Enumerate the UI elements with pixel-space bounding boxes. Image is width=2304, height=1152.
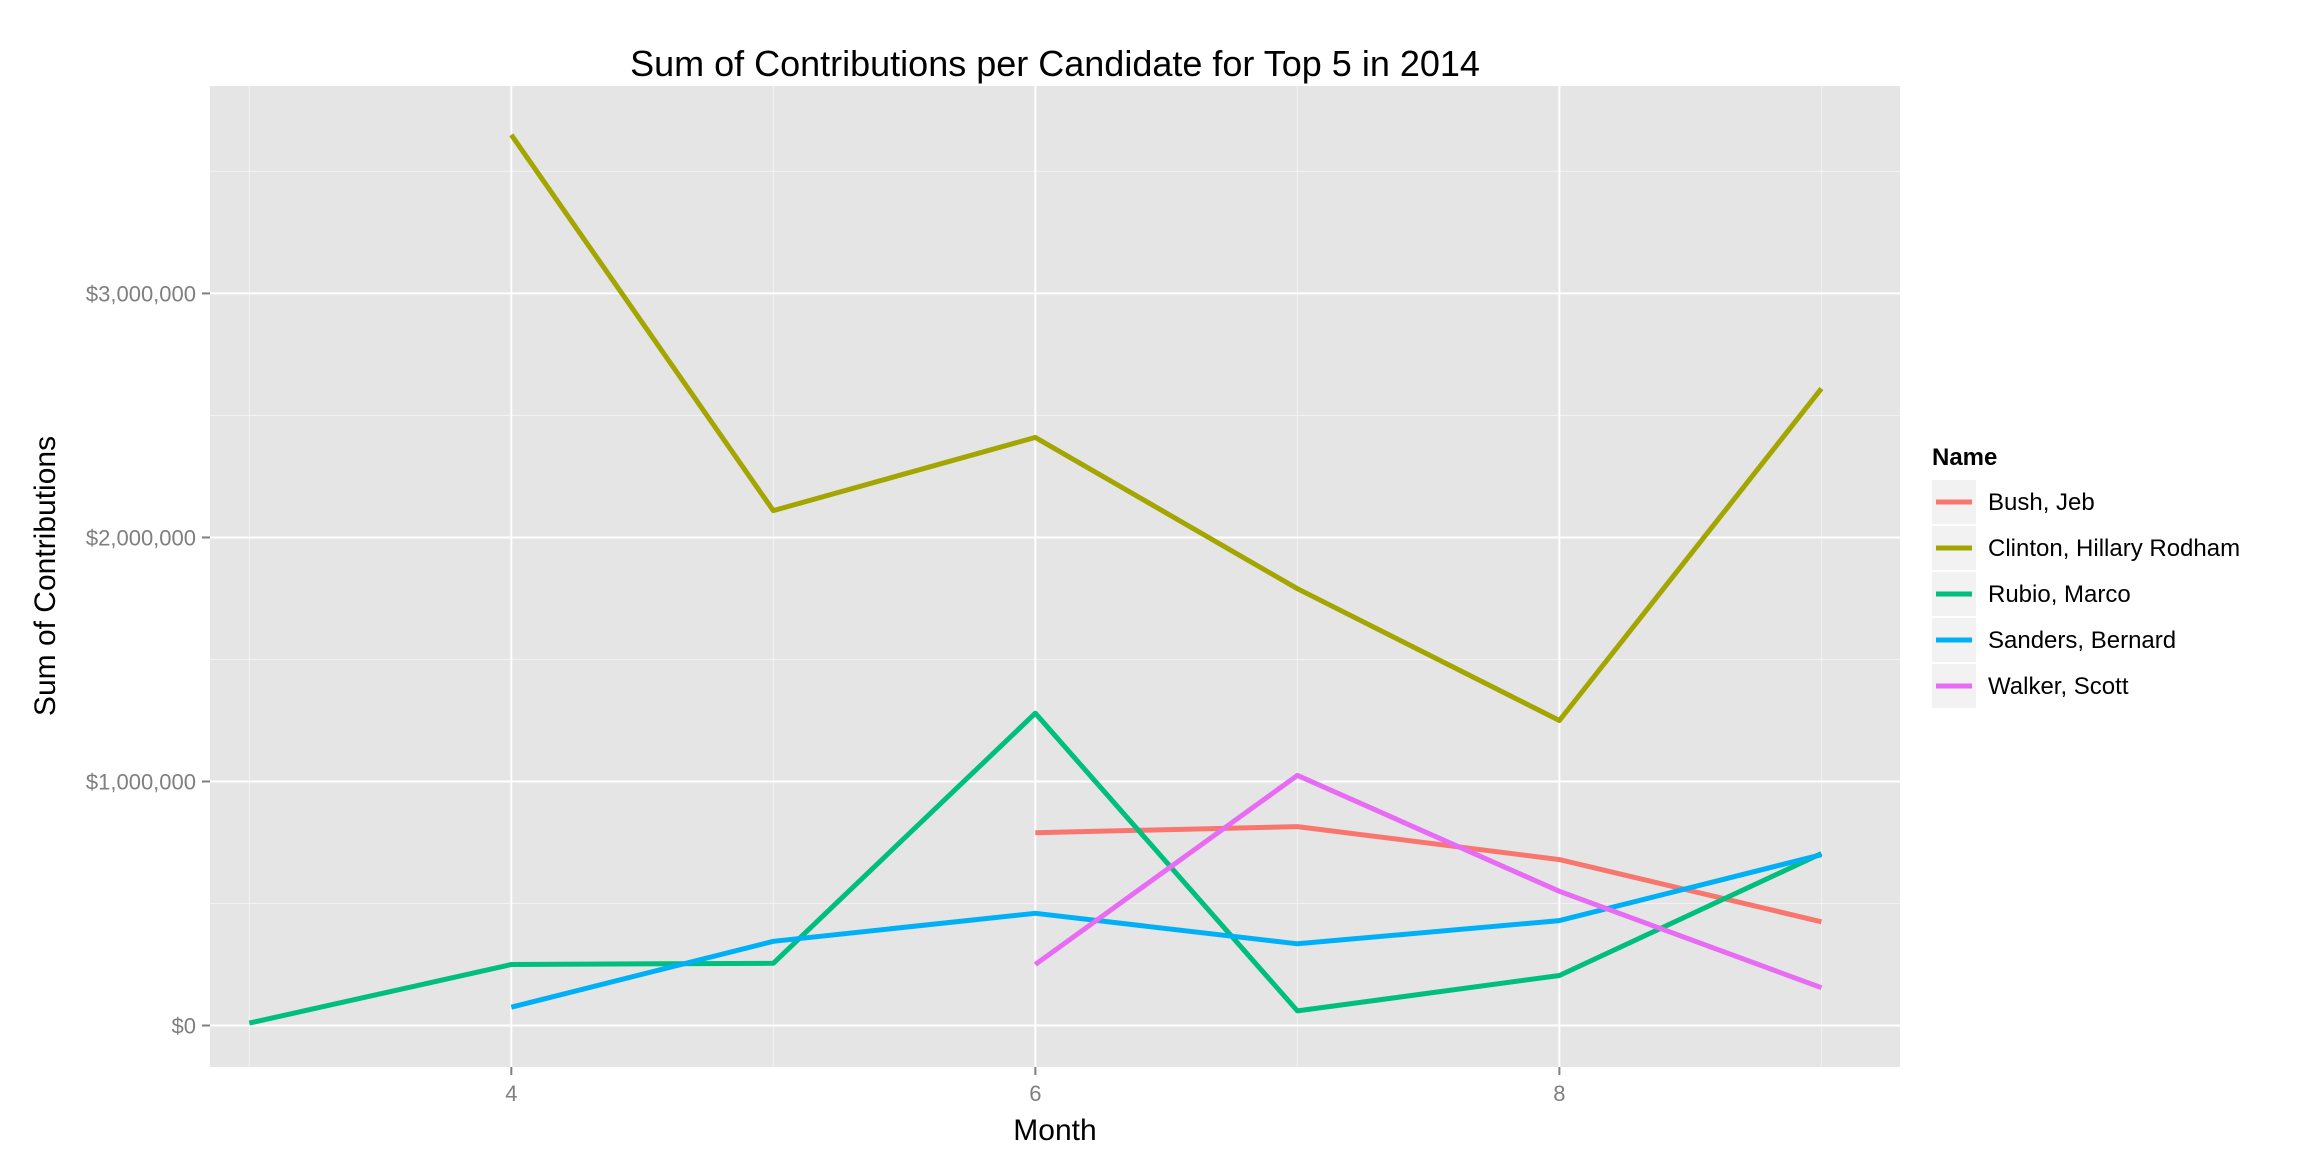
chart-title: Sum of Contributions per Candidate for T… (630, 43, 1480, 84)
y-axis-title: Sum of Contributions (29, 436, 62, 716)
legend: Name Bush, Jeb Clinton, Hillary Rodham Rub… (1932, 444, 2240, 708)
major-gridlines (210, 86, 1900, 1067)
y-tick-label: $3,000,000 (86, 281, 196, 306)
legend-label-bush-jeb: Bush, Jeb (1988, 489, 2095, 516)
x-tick-label: 4 (505, 1081, 517, 1106)
legend-label-clinton-hillary-rodham: Clinton, Hillary Rodham (1988, 535, 2240, 562)
y-axis: $0 $1,000,000 $2,000,000 $3,000,000 (86, 281, 210, 1039)
y-tick-label: $1,000,000 (86, 769, 196, 794)
series-line-bush-jeb (1035, 824, 1822, 925)
series-line-rubio-marco (248, 710, 1823, 1026)
legend-label-walker-scott: Walker, Scott (1988, 673, 2129, 700)
legend-label-rubio-marco: Rubio, Marco (1988, 581, 2131, 608)
series-line-walker-scott (1033, 772, 1823, 991)
series-line-clinton-hillary-rodham (509, 133, 1824, 723)
x-axis: 4 6 8 (505, 1067, 1566, 1106)
y-tick-label: $0 (172, 1014, 196, 1039)
plot-panel (210, 86, 1900, 1067)
x-axis-title: Month (1013, 1114, 1096, 1147)
x-tick-label: 8 (1553, 1081, 1565, 1106)
series-lines (248, 133, 1824, 1026)
x-tick-label: 6 (1029, 1081, 1041, 1106)
legend-label-sanders-bernard: Sanders, Bernard (1988, 627, 2176, 654)
y-tick-label: $2,000,000 (86, 525, 196, 550)
legend-title: Name (1932, 444, 1997, 471)
